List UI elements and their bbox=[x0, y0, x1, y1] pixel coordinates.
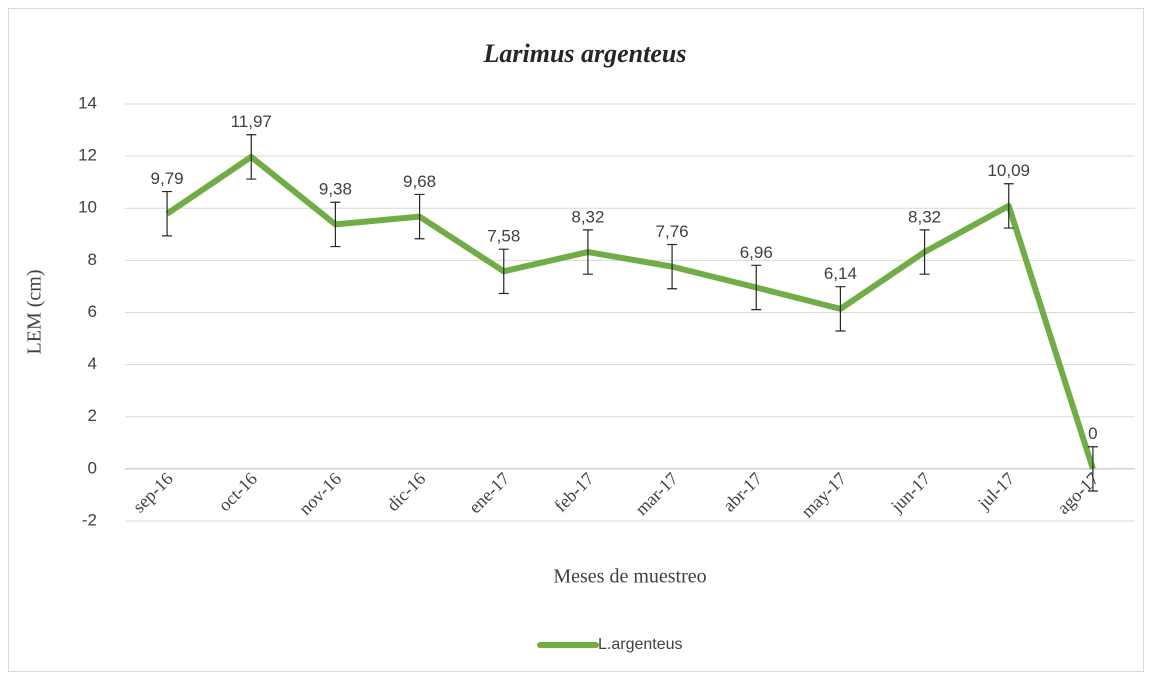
chart-border bbox=[8, 8, 1144, 672]
error-bar bbox=[1087, 446, 1098, 492]
data-label: 6,96 bbox=[740, 243, 773, 262]
error-bar bbox=[246, 134, 257, 180]
error-bar bbox=[330, 201, 341, 248]
y-axis-label: LEM (cm) bbox=[24, 270, 46, 355]
data-line bbox=[165, 153, 1096, 470]
y-tick-label: 14 bbox=[78, 93, 97, 112]
x-axis-label: Meses de muestreo bbox=[553, 566, 706, 588]
y-tick-label: 2 bbox=[88, 406, 97, 425]
data-label: 0 bbox=[1088, 424, 1097, 443]
data-label: 7,58 bbox=[487, 227, 520, 246]
y-tick-label: 0 bbox=[88, 458, 97, 477]
error-bar bbox=[162, 190, 173, 237]
y-tick-label: 6 bbox=[88, 302, 97, 321]
data-label: 9,68 bbox=[403, 172, 436, 191]
data-label: 11,97 bbox=[231, 112, 272, 131]
y-tick-label: 4 bbox=[88, 354, 97, 373]
y-tick-label: 8 bbox=[88, 250, 97, 269]
chart-title: Larimus argenteus bbox=[483, 39, 687, 68]
data-label: 7,76 bbox=[656, 222, 689, 241]
data-label: 8,32 bbox=[908, 207, 941, 226]
data-label: 8,32 bbox=[571, 207, 604, 226]
error-bar bbox=[919, 229, 930, 275]
error-bar bbox=[498, 248, 509, 295]
data-label: 9,38 bbox=[319, 180, 352, 199]
y-tick-label: -2 bbox=[82, 510, 97, 529]
error-bar bbox=[1003, 183, 1014, 229]
error-bar bbox=[751, 264, 762, 311]
y-tick-label: 12 bbox=[78, 146, 97, 165]
error-bar bbox=[582, 229, 593, 275]
data-label: 6,14 bbox=[824, 264, 857, 283]
error-bar bbox=[835, 286, 846, 332]
error-bar bbox=[414, 193, 425, 240]
y-tick-label: 10 bbox=[78, 198, 97, 217]
data-label: 9,79 bbox=[151, 169, 184, 188]
legend-label: L.argenteus bbox=[598, 636, 683, 653]
error-bar bbox=[667, 243, 678, 290]
data-label: 10,09 bbox=[987, 161, 1030, 180]
